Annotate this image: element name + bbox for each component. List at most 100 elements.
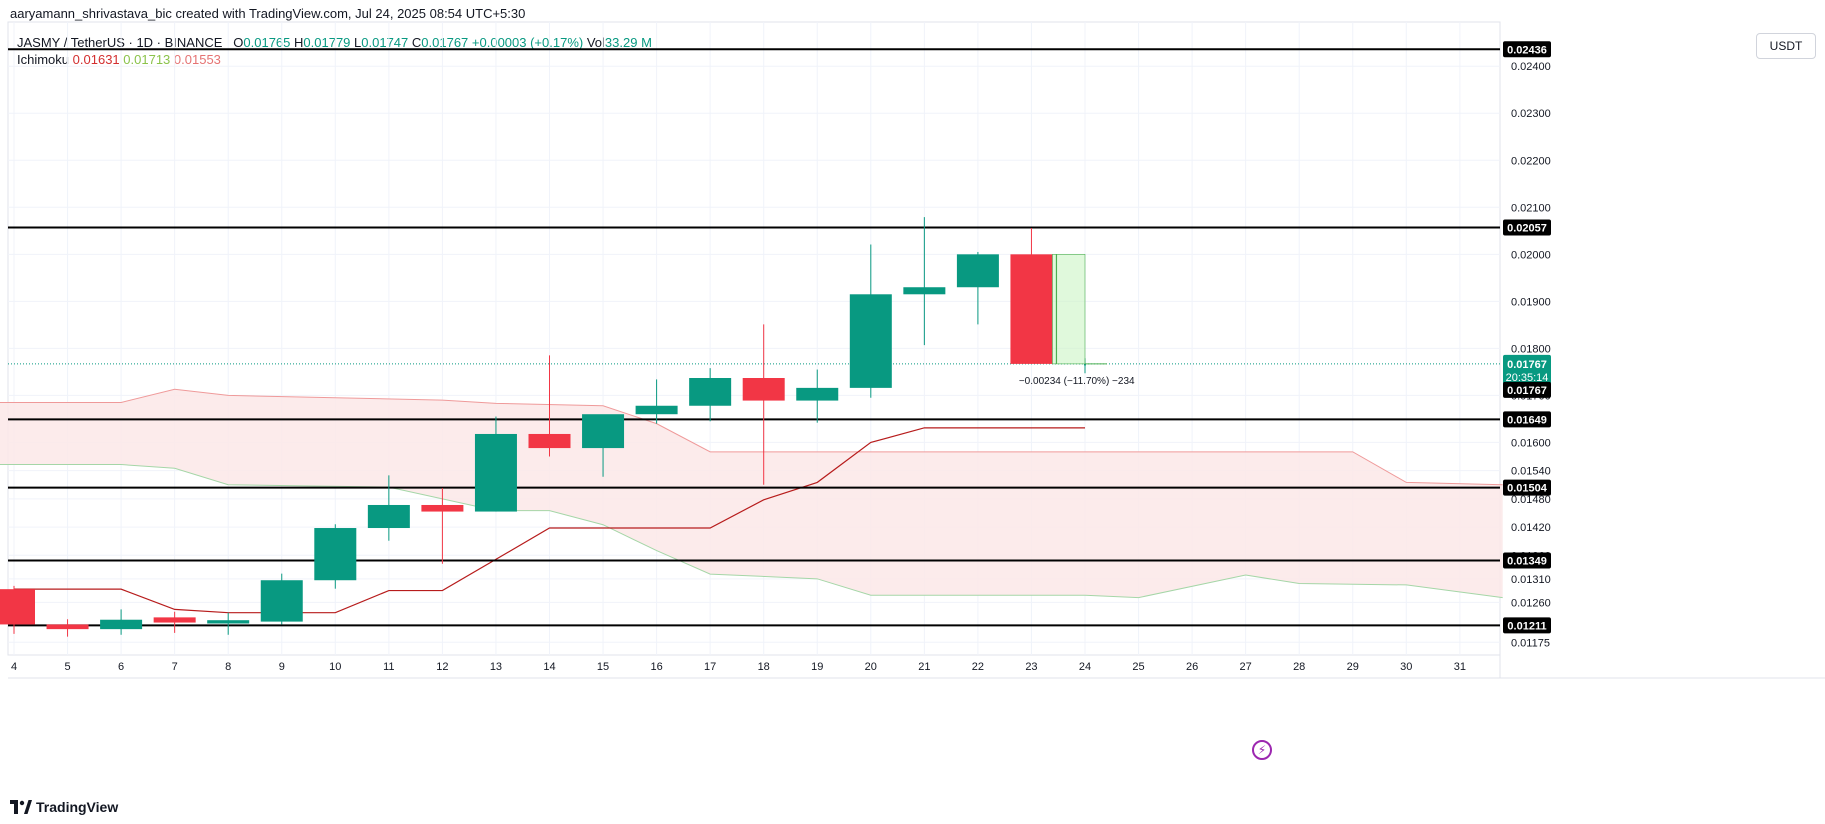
candle-body bbox=[796, 387, 839, 401]
x-tick-label: 9 bbox=[279, 661, 285, 673]
y-tick-label: 0.01800 bbox=[1511, 343, 1551, 355]
y-tick-label: 0.01310 bbox=[1511, 574, 1551, 586]
y-tick-label: 0.02400 bbox=[1511, 61, 1551, 73]
candle-body bbox=[46, 624, 89, 630]
time-axis: 4 5 6 7 8 9 10 11 12 13 14 15 16 17 18 19 20 21 22 23 24 25 26… bbox=[11, 661, 1466, 673]
x-tick-label: 22 bbox=[972, 661, 984, 673]
x-tick-label: 23 bbox=[1025, 661, 1037, 673]
y-tick-label: 0.02200 bbox=[1511, 155, 1551, 167]
candle-body bbox=[474, 433, 517, 512]
x-tick-label: 7 bbox=[172, 661, 178, 673]
cloud-area bbox=[0, 389, 1503, 598]
volume-value: 33.29 M bbox=[604, 35, 652, 50]
ohlc-close: 0.01767 bbox=[421, 35, 469, 50]
horizontal-levels bbox=[8, 48, 1500, 627]
y-tick-label: 0.01260 bbox=[1511, 597, 1551, 609]
x-tick-label: 4 bbox=[11, 661, 17, 673]
candle-body bbox=[849, 294, 892, 388]
candle-body bbox=[367, 504, 410, 529]
price-line-label: 0.01767 bbox=[1507, 385, 1547, 397]
volume-label: Vol bbox=[586, 35, 605, 50]
candle-body bbox=[956, 254, 999, 288]
x-tick-label: 26 bbox=[1186, 661, 1198, 673]
level-badge bbox=[1503, 411, 1551, 428]
indicator-lines bbox=[0, 363, 1503, 614]
candle-body bbox=[314, 528, 357, 581]
candle-body bbox=[421, 504, 464, 512]
countdown-label: 20:35:14 bbox=[1506, 372, 1549, 384]
y-tick-label: 0.01420 bbox=[1511, 522, 1551, 534]
measure-label: −0.00234 (−11.70%) −234 bbox=[1019, 376, 1135, 387]
x-tick-label: 21 bbox=[918, 661, 930, 673]
x-tick-label: 5 bbox=[64, 661, 70, 673]
ohlc-change: +0.00003 (+0.17%) bbox=[471, 35, 584, 50]
last-price-badge bbox=[1503, 354, 1551, 385]
indicator-value-1: 0.01631 bbox=[72, 52, 120, 67]
level-badge bbox=[1503, 41, 1551, 58]
candle-body bbox=[582, 414, 625, 449]
senkou-span-b-line bbox=[0, 388, 1503, 486]
y-tick-label: 0.01540 bbox=[1511, 466, 1551, 478]
ohlc-open: 0.01765 bbox=[243, 35, 291, 50]
y-tick-label: 0.01480 bbox=[1511, 494, 1551, 506]
indicator-value-2: 0.01713 bbox=[123, 52, 171, 67]
level-label: 0.01504 bbox=[1507, 483, 1548, 495]
level-badge bbox=[1503, 479, 1551, 496]
currency-button[interactable]: USDT bbox=[1756, 33, 1816, 59]
ohlc-low: 0.01747 bbox=[361, 35, 409, 50]
candle-body bbox=[635, 405, 678, 415]
y-tick-label: 0.02000 bbox=[1511, 249, 1551, 261]
y-tick-label: 0.02100 bbox=[1511, 202, 1551, 214]
x-tick-label: 30 bbox=[1400, 661, 1412, 673]
chart-caption: aaryamann_shrivastava_bic created with T… bbox=[10, 6, 526, 21]
candle-body bbox=[1010, 254, 1053, 364]
indicator-name[interactable]: Ichimoku bbox=[17, 52, 70, 67]
x-tick-label: 13 bbox=[490, 661, 502, 673]
level-badge bbox=[1503, 617, 1551, 634]
ohlc-open-label: O bbox=[233, 35, 244, 50]
candle-body bbox=[153, 617, 196, 623]
candle-body bbox=[1084, 363, 1086, 366]
indicator-legend: Ichimoku 0.01631 0.01713 0.01553 bbox=[17, 52, 221, 67]
x-tick-label: 8 bbox=[225, 661, 231, 673]
ohlc-high: 0.01779 bbox=[303, 35, 351, 50]
flash-icon[interactable]: ⚡ bbox=[1252, 740, 1272, 760]
level-badge bbox=[1503, 219, 1551, 236]
x-tick-label: 18 bbox=[758, 661, 770, 673]
candle-body bbox=[260, 580, 303, 622]
level-label: 0.01211 bbox=[1507, 620, 1546, 632]
y-tick-label: 0.02300 bbox=[1511, 108, 1551, 120]
ichimoku-cloud bbox=[0, 389, 1503, 598]
x-tick-label: 27 bbox=[1240, 661, 1252, 673]
tradingview-logo-icon bbox=[10, 800, 32, 814]
level-label: 0.02436 bbox=[1507, 44, 1547, 56]
x-tick-label: 17 bbox=[704, 661, 716, 673]
x-tick-label: 12 bbox=[436, 661, 448, 673]
x-tick-label: 25 bbox=[1132, 661, 1144, 673]
x-tick-label: 11 bbox=[383, 661, 394, 673]
x-tick-label: 29 bbox=[1347, 661, 1359, 673]
x-tick-label: 14 bbox=[543, 661, 555, 673]
y-tick-label: 0.01600 bbox=[1511, 437, 1551, 449]
x-tick-label: 28 bbox=[1293, 661, 1305, 673]
price-axis: 0.011750.012600.013100.013600.014200.014… bbox=[1503, 41, 1551, 649]
level-label: 0.01649 bbox=[1507, 414, 1547, 426]
candles bbox=[0, 217, 1086, 637]
last-price-label: 0.01767 bbox=[1507, 359, 1547, 371]
x-tick-label: 6 bbox=[118, 661, 124, 673]
indicator-value-3: 0.01553 bbox=[173, 52, 221, 67]
candle-body bbox=[0, 589, 35, 625]
ohlc-high-label: H bbox=[294, 35, 304, 50]
x-tick-label: 24 bbox=[1079, 661, 1091, 673]
symbol-name[interactable]: JASMY / TetherUS · 1D · BINANCE bbox=[17, 35, 223, 50]
ohlc-low-label: L bbox=[354, 35, 362, 50]
measure-box bbox=[1052, 254, 1086, 365]
y-tick-label: 0.01175 bbox=[1511, 637, 1550, 649]
candle-body bbox=[100, 619, 143, 630]
level-label: 0.01349 bbox=[1507, 555, 1547, 567]
candle-body bbox=[207, 620, 250, 624]
candle-body bbox=[903, 287, 946, 295]
x-tick-label: 10 bbox=[329, 661, 341, 673]
level-label: 0.02057 bbox=[1507, 223, 1547, 235]
